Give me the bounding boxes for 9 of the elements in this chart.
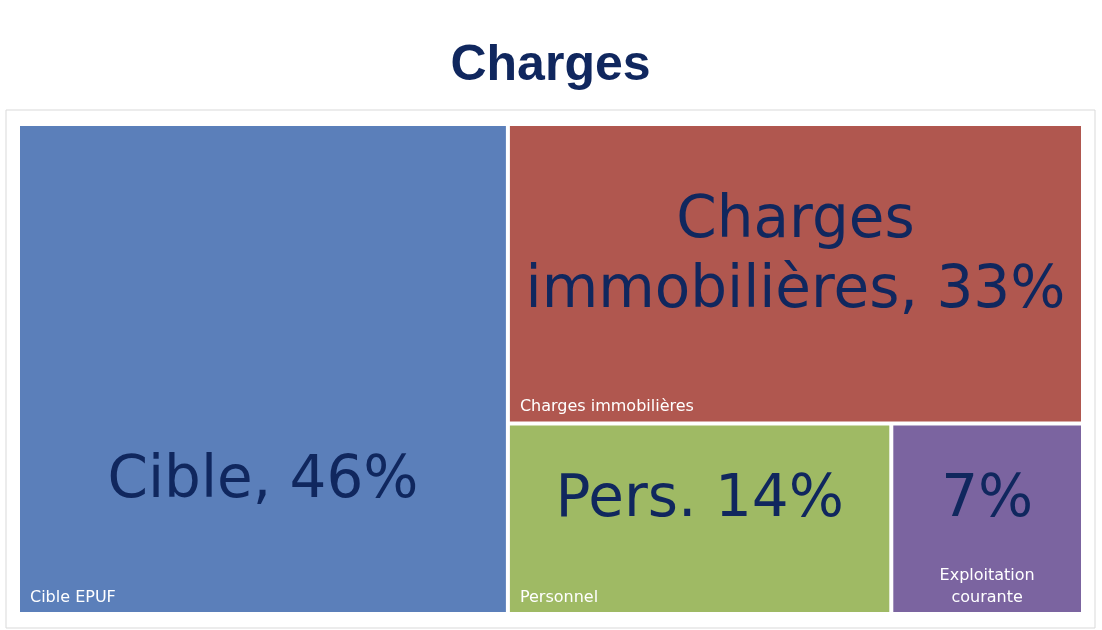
data-label: Pers. 14% xyxy=(555,461,844,530)
category-label: Exploitation courante xyxy=(939,565,1035,606)
category-label: Charges immobilières xyxy=(519,396,694,416)
data-label: 7% xyxy=(941,461,1034,530)
data-label: Charges immobilières, 33% xyxy=(525,182,1066,321)
data-label: Cible, 46% xyxy=(107,443,419,512)
text: Charges xyxy=(450,34,651,91)
category-label: Personnel xyxy=(519,587,599,606)
category-label: Cible EPUF xyxy=(30,587,116,606)
